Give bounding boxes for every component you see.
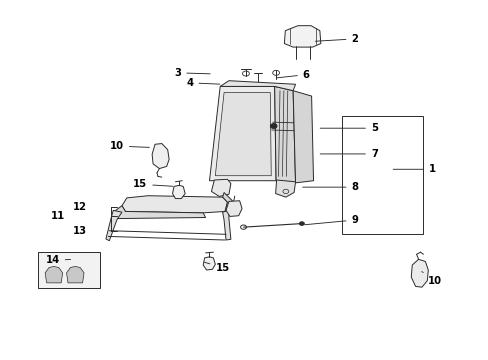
Polygon shape (66, 266, 84, 283)
Polygon shape (275, 180, 295, 197)
Text: 10: 10 (421, 271, 441, 286)
Polygon shape (222, 210, 230, 240)
Polygon shape (45, 266, 62, 283)
Polygon shape (114, 206, 205, 219)
Polygon shape (215, 93, 271, 176)
Polygon shape (209, 86, 276, 181)
Polygon shape (410, 259, 427, 287)
Bar (341, 116, 423, 234)
Polygon shape (274, 86, 295, 183)
Text: 15: 15 (204, 262, 229, 273)
Text: 11: 11 (50, 211, 64, 221)
Polygon shape (220, 81, 295, 91)
Text: 7: 7 (320, 149, 377, 159)
Bar (38, 252, 100, 288)
Polygon shape (106, 210, 122, 241)
Text: 4: 4 (186, 78, 220, 88)
Text: 13: 13 (72, 226, 86, 236)
Text: 12: 12 (72, 202, 86, 212)
Text: 10: 10 (110, 141, 149, 151)
Polygon shape (225, 201, 242, 216)
Text: 6: 6 (276, 69, 309, 80)
Text: 1: 1 (392, 164, 435, 174)
Polygon shape (292, 91, 313, 183)
Polygon shape (122, 196, 227, 213)
Text: 2: 2 (315, 34, 358, 44)
Circle shape (270, 123, 277, 129)
Text: 8: 8 (302, 182, 358, 192)
Circle shape (299, 222, 304, 225)
Text: 9: 9 (304, 215, 358, 225)
Polygon shape (203, 257, 215, 270)
Text: 5: 5 (320, 123, 377, 133)
Text: 3: 3 (174, 68, 210, 78)
Polygon shape (211, 179, 230, 197)
Polygon shape (284, 26, 320, 47)
Text: 14: 14 (45, 255, 70, 265)
Polygon shape (172, 185, 185, 199)
Text: 15: 15 (133, 179, 172, 189)
Polygon shape (222, 193, 232, 213)
Polygon shape (152, 144, 169, 168)
